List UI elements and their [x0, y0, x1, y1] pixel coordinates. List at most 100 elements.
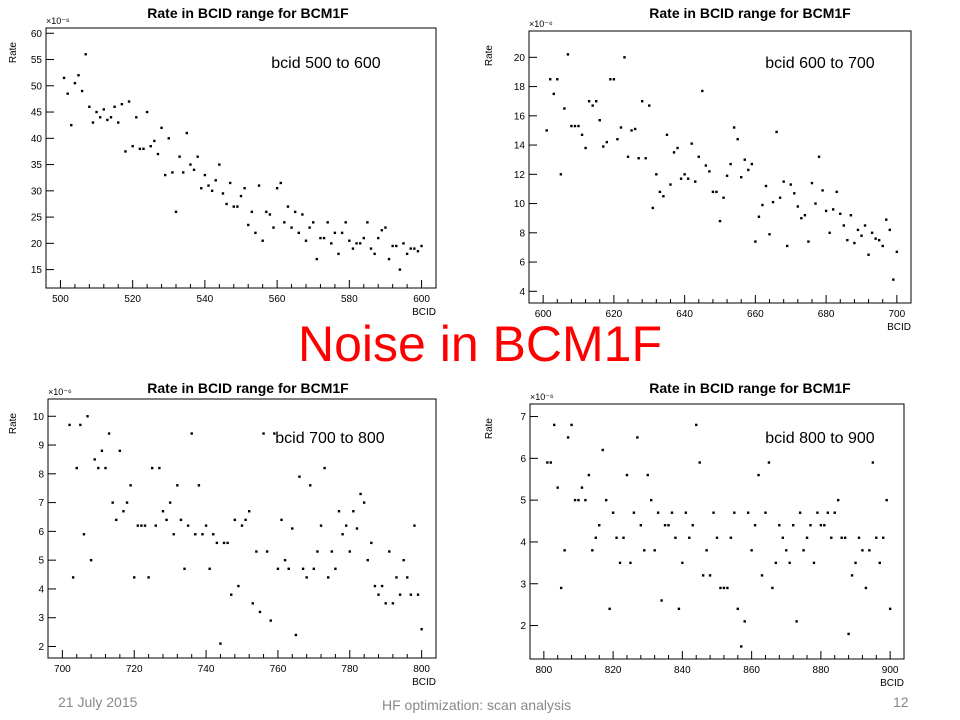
x-tick-label: 640 [676, 309, 693, 320]
chart-title: Rate in BCID range for BCM1F [649, 380, 851, 396]
data-point [580, 486, 584, 489]
data-point [591, 104, 594, 107]
x-tick-label: 600 [535, 309, 552, 320]
y-axis-title: Rate [484, 45, 495, 67]
data-point [265, 210, 268, 214]
data-point [330, 242, 333, 245]
data-point [611, 511, 615, 514]
data-point [655, 173, 658, 176]
x-tick-label: 840 [674, 665, 691, 676]
data-point [563, 107, 566, 110]
footer-center-text: HF optimization: scan analysis [382, 697, 572, 713]
y-tick-label: 30 [31, 186, 43, 197]
data-point [622, 536, 625, 539]
data-point [688, 536, 691, 539]
data-point [190, 432, 193, 435]
y-tick-label: 12 [514, 170, 526, 181]
chart-title: Rate in BCID range for BCM1F [147, 380, 349, 396]
chart-title: Rate in BCID range for BCM1F [147, 5, 349, 21]
y-tick-label: 40 [31, 134, 43, 145]
data-point [796, 205, 800, 208]
data-point [387, 257, 391, 261]
data-point [165, 518, 168, 522]
plot-frame [45, 27, 437, 289]
data-point [275, 187, 279, 190]
data-point [753, 524, 757, 527]
y-multiplier: ×10⁻⁶ [46, 16, 70, 26]
data-point [183, 567, 186, 570]
data-point [636, 436, 639, 439]
data-point [789, 183, 792, 186]
x-axis-title: BCID [887, 322, 911, 330]
data-point [62, 76, 66, 80]
data-point [214, 179, 217, 182]
data-point [272, 226, 275, 229]
data-point [201, 533, 204, 536]
y-tick-label: 45 [31, 108, 43, 119]
data-point [237, 584, 240, 588]
data-point [228, 181, 232, 185]
data-point [757, 473, 760, 477]
data-point [225, 202, 228, 206]
data-point [757, 215, 761, 218]
y-tick-label: 60 [31, 29, 43, 40]
data-point [729, 162, 732, 166]
data-point [824, 209, 828, 213]
x-tick-label: 760 [270, 664, 287, 675]
y-tick-label: 8 [38, 469, 44, 480]
data-point [746, 511, 750, 514]
data-point [221, 192, 225, 195]
data-point [395, 576, 398, 579]
data-point [98, 116, 102, 119]
data-point [552, 92, 555, 96]
data-point [333, 231, 337, 235]
data-point [380, 584, 384, 588]
data-point [623, 56, 626, 59]
data-point [809, 524, 812, 527]
data-point [268, 213, 272, 216]
data-point [857, 536, 861, 539]
data-point [868, 549, 871, 552]
data-point [312, 221, 315, 224]
data-point [743, 620, 746, 623]
data-point [625, 473, 629, 477]
data-point [107, 432, 111, 435]
data-point [853, 241, 856, 245]
data-point [82, 533, 86, 536]
data-point [330, 550, 334, 553]
data-point [340, 231, 344, 235]
data-point [810, 181, 814, 185]
data-point [718, 219, 722, 223]
data-point [337, 510, 341, 513]
data-point [604, 498, 608, 502]
data-point [830, 536, 833, 539]
data-point [549, 78, 552, 81]
data-point [348, 239, 351, 242]
y-tick-label: 10 [33, 412, 45, 423]
data-point [327, 576, 330, 579]
x-tick-label: 740 [198, 664, 215, 675]
data-point [684, 511, 688, 514]
data-point [416, 593, 420, 596]
data-point [754, 240, 757, 243]
data-point [233, 518, 237, 522]
data-point [244, 518, 247, 522]
data-point [420, 628, 423, 631]
data-point [297, 231, 300, 235]
range-annotation: bcid 600 to 700 [765, 55, 875, 72]
data-point [650, 498, 653, 502]
data-point [556, 486, 559, 489]
data-point [179, 518, 183, 522]
y-tick-label: 18 [514, 82, 526, 93]
data-point [369, 247, 373, 250]
data-point [736, 138, 739, 141]
data-point [226, 541, 229, 545]
data-point [882, 536, 885, 539]
data-point [293, 210, 297, 214]
data-point [250, 210, 254, 214]
data-point [89, 558, 93, 562]
plot-frame [528, 30, 912, 304]
data-point [312, 567, 316, 570]
data-point [348, 550, 351, 553]
data-point [798, 511, 802, 514]
